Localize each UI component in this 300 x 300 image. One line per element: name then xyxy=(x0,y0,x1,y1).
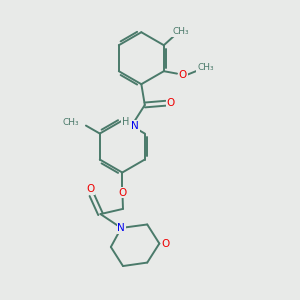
Text: N: N xyxy=(117,223,125,233)
Text: CH₃: CH₃ xyxy=(197,63,214,72)
Text: O: O xyxy=(118,188,126,198)
Text: CH₃: CH₃ xyxy=(172,27,189,36)
Text: N: N xyxy=(131,121,139,131)
Text: O: O xyxy=(179,70,187,80)
Text: O: O xyxy=(86,184,94,194)
Text: H: H xyxy=(122,117,129,127)
Text: O: O xyxy=(161,238,170,248)
Text: O: O xyxy=(167,98,175,108)
Text: CH₃: CH₃ xyxy=(62,118,79,127)
